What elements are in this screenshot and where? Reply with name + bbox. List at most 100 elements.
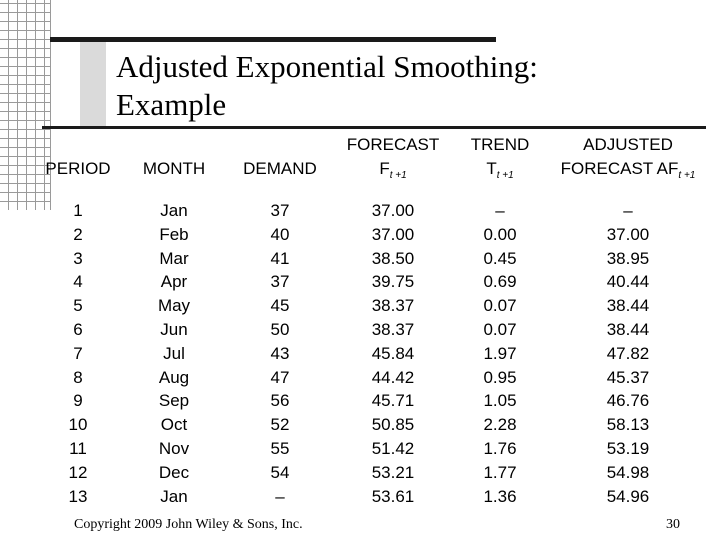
table-cell: 37 bbox=[270, 201, 290, 220]
table-cell: 1.36 bbox=[483, 486, 517, 506]
table-cell: 53.21 bbox=[371, 462, 415, 482]
column-forecast: FORECAST Ft +1 37.00 37.00 38.50 39.75 38.37 38… bbox=[340, 131, 446, 509]
table-cell: 56 bbox=[270, 391, 290, 411]
table-cell: 45.84 bbox=[371, 343, 415, 363]
table-cell: 45 bbox=[270, 296, 290, 316]
table-cell: 10 bbox=[68, 415, 88, 435]
header-line-2: Ft +1 bbox=[340, 159, 446, 181]
table-cell: 1.77 bbox=[483, 462, 517, 482]
page-number: 30 bbox=[666, 517, 680, 532]
table-cell: 1.97 bbox=[483, 343, 517, 363]
column-adjusted-forecast: ADJUSTED FORECAST AFt +1 – 37.00 38.95 40.44 3… bbox=[548, 131, 708, 509]
table-cell: 47 bbox=[270, 367, 290, 387]
table-cell: 38.95 bbox=[606, 248, 650, 268]
table-cell: 0.95 bbox=[483, 367, 517, 387]
table-cell: 52 bbox=[270, 415, 290, 435]
table-cell: 0.45 bbox=[483, 248, 517, 268]
table-cell: 37.00 bbox=[371, 201, 415, 220]
header-label: F bbox=[379, 159, 390, 178]
data-table: PERIOD 1 2 3 4 5 6 7 8 9 10 11 12 13 MONTH Jan Feb Mar Apr… bbox=[40, 131, 708, 509]
table-cell: 39.75 bbox=[371, 272, 415, 292]
header-line-2: Tt +1 bbox=[460, 159, 540, 181]
table-cell: 46.76 bbox=[606, 391, 650, 411]
header-label: PERIOD bbox=[45, 159, 111, 178]
title-separator bbox=[42, 126, 706, 129]
table-cell: – bbox=[495, 201, 505, 220]
table-cell: 44.42 bbox=[371, 367, 415, 387]
copyright-footer: Copyright 2009 John Wiley & Sons, Inc. bbox=[74, 517, 303, 532]
table-cell: 3 bbox=[73, 248, 83, 268]
table-cell: 45.71 bbox=[371, 391, 415, 411]
table-cell: 13 bbox=[68, 486, 88, 506]
table-cell: 1.05 bbox=[483, 391, 517, 411]
table-cell: 2.28 bbox=[483, 415, 517, 435]
table-cell: Jul bbox=[163, 343, 185, 363]
header-line-2: DEMAND bbox=[230, 159, 330, 179]
table-cell: May bbox=[157, 296, 191, 316]
table-cell: 38.37 bbox=[371, 319, 415, 339]
table-cell: Jan bbox=[160, 486, 188, 506]
table-cell: 37.00 bbox=[371, 224, 415, 244]
table-cell: 40.44 bbox=[606, 272, 650, 292]
column-month: MONTH Jan Feb Mar Apr May Jun Jul Aug Sep Oct Nov De… bbox=[128, 131, 220, 509]
table-cell: 5 bbox=[73, 296, 83, 316]
table-cell: 53.19 bbox=[606, 438, 650, 458]
table-cell: 45.37 bbox=[606, 367, 650, 387]
header-subscript: t +1 bbox=[678, 170, 696, 181]
table-cell: Oct bbox=[160, 415, 188, 435]
table-cell: – bbox=[275, 486, 285, 506]
table-cell: 50.85 bbox=[371, 415, 415, 435]
table-cell: Feb bbox=[159, 224, 189, 244]
decorative-grid bbox=[0, 0, 51, 210]
table-cell: 0.07 bbox=[483, 296, 517, 316]
table-cell: 1.76 bbox=[483, 438, 517, 458]
table-cell: 7 bbox=[73, 343, 83, 363]
header-label: FORECAST AF bbox=[560, 159, 679, 178]
table-cell: 9 bbox=[73, 391, 83, 411]
header-line-1: ADJUSTED bbox=[583, 135, 673, 154]
table-cell: 38.44 bbox=[606, 319, 650, 339]
column-header-period: PERIOD bbox=[40, 131, 116, 193]
table-cell: Apr bbox=[160, 272, 188, 292]
table-cell: 51.42 bbox=[371, 438, 415, 458]
table-cell: Aug bbox=[158, 367, 190, 387]
header-line-2: MONTH bbox=[128, 159, 220, 179]
table-cell: Jan bbox=[160, 201, 188, 220]
table-cell: 58.13 bbox=[606, 415, 650, 435]
table-cell: 54 bbox=[270, 462, 290, 482]
table-cell: Mar bbox=[159, 248, 189, 268]
table-cell: 54.96 bbox=[606, 486, 650, 506]
decorative-vertical-bar bbox=[80, 38, 106, 128]
table-cell: 0.69 bbox=[483, 272, 517, 292]
header-line-1: TREND bbox=[470, 135, 530, 154]
column-period: PERIOD 1 2 3 4 5 6 7 8 9 10 11 12 13 bbox=[40, 131, 116, 509]
table-cell: 50 bbox=[270, 319, 290, 339]
table-cell: 53.61 bbox=[371, 486, 415, 506]
column-header-forecast: FORECAST Ft +1 bbox=[340, 131, 446, 193]
table-cell: 4 bbox=[73, 272, 83, 292]
slide-title: Adjusted Exponential Smoothing: Example bbox=[116, 48, 676, 124]
header-subscript: t +1 bbox=[389, 170, 407, 181]
header-label: T bbox=[486, 159, 497, 178]
header-line-2: PERIOD bbox=[40, 159, 116, 179]
table-cell: 37.00 bbox=[606, 224, 650, 244]
table-cell: 40 bbox=[270, 224, 290, 244]
table-cell: 8 bbox=[73, 367, 83, 387]
table-cell: 47.82 bbox=[606, 343, 650, 363]
slide-title-line-2: Example bbox=[116, 87, 227, 122]
slide-title-line-1: Adjusted Exponential Smoothing: bbox=[116, 49, 538, 84]
table-cell: 38.44 bbox=[606, 296, 650, 316]
table-cell: Nov bbox=[158, 438, 190, 458]
table-cell: Sep bbox=[158, 391, 190, 411]
table-cell: Jun bbox=[160, 319, 188, 339]
header-subscript: t +1 bbox=[496, 170, 514, 181]
table-cell: 41 bbox=[270, 248, 290, 268]
table-cell: 11 bbox=[69, 438, 87, 458]
column-header-adjusted-forecast: ADJUSTED FORECAST AFt +1 bbox=[548, 131, 708, 193]
column-trend: TREND Tt +1 – 0.00 0.45 0.69 0.07 0.07 1.97 0.95 1… bbox=[460, 131, 540, 509]
table-cell: 54.98 bbox=[606, 462, 650, 482]
title-top-rule bbox=[50, 37, 496, 42]
table-cell: 38.50 bbox=[371, 248, 415, 268]
header-label: DEMAND bbox=[243, 159, 317, 178]
table-cell: 0.07 bbox=[483, 319, 517, 339]
